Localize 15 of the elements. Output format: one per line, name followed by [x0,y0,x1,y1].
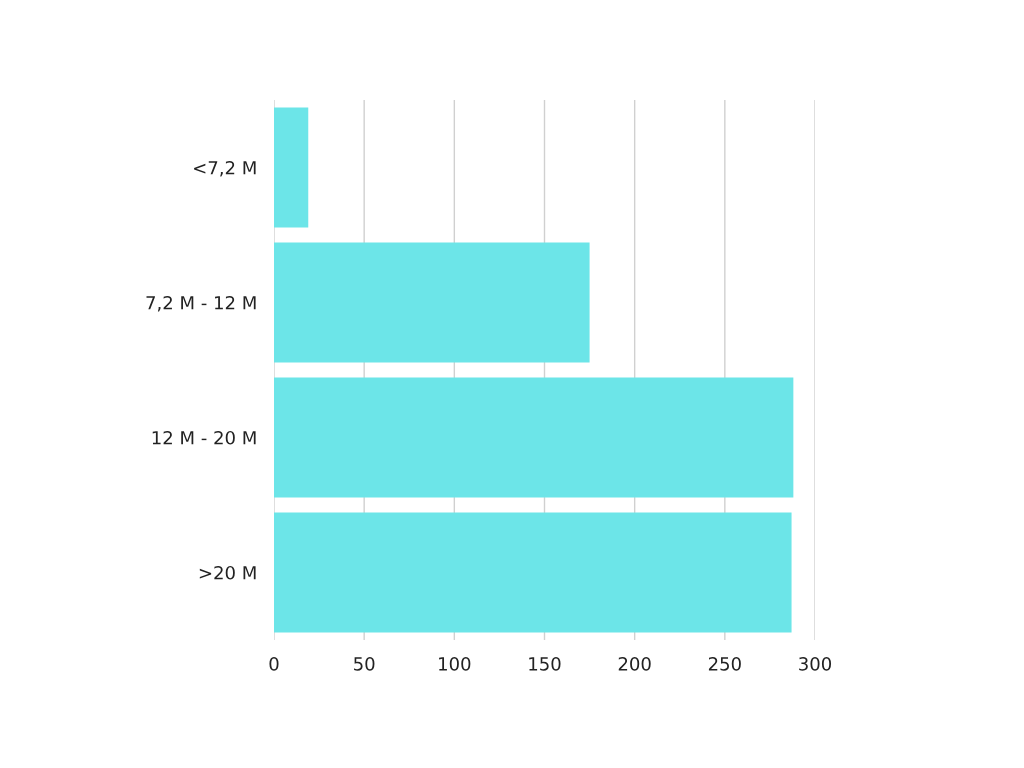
y-tick-label: <7,2 M [194,160,256,177]
x-tick-label: 250 [708,656,741,671]
y-tick-label: 12 M - 20 M [152,430,256,445]
x-tick-label: 150 [529,656,561,671]
x-tick-label: 100 [439,656,471,671]
bar [274,107,309,228]
x-tick-label: 200 [618,656,651,671]
x-tick-label: 50 [354,656,375,671]
bar [274,242,590,363]
bar [274,512,792,633]
x-tick-label: 300 [799,656,832,671]
x-tick-label: 0 [269,656,279,671]
y-tick-label: 7,2 M - 12 M [146,295,256,312]
bar [274,377,794,498]
y-tick-label: >20 M [199,565,256,580]
